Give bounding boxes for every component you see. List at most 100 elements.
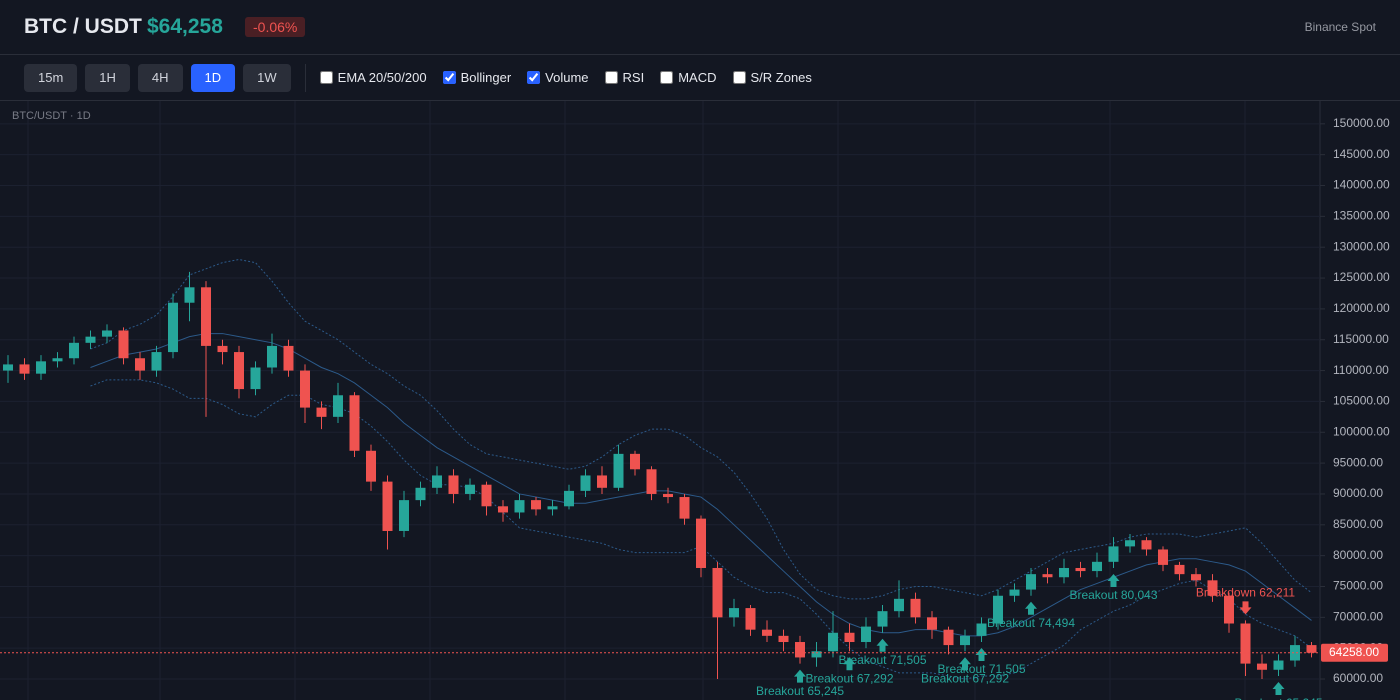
signal-arrow: [975, 648, 988, 662]
y-tick-label: 120000.00: [1333, 301, 1390, 315]
candle-body: [1042, 574, 1053, 578]
candle-body: [1075, 567, 1086, 572]
indicator-toggle[interactable]: MACD: [660, 70, 717, 85]
candle-body: [514, 500, 525, 513]
candle-body: [300, 370, 310, 408]
indicator-label: Volume: [545, 70, 589, 85]
candle-body: [844, 632, 855, 643]
v-grid: [27, 101, 1246, 700]
candle-body: [547, 506, 558, 510]
candle-body: [399, 500, 409, 531]
indicator-label: MACD: [678, 70, 717, 85]
indicator-toggle[interactable]: Volume: [527, 70, 589, 85]
candle-body: [1257, 663, 1267, 670]
candle-body: [1224, 595, 1234, 624]
checkbox[interactable]: [660, 71, 674, 84]
y-tick-label: 95000.00: [1333, 455, 1383, 469]
indicator-toggle[interactable]: Bollinger: [442, 70, 511, 85]
checkbox[interactable]: [442, 71, 456, 84]
candle-body: [1092, 561, 1102, 572]
candle-body: [1059, 567, 1069, 578]
timeframe-button[interactable]: 4H: [137, 63, 183, 92]
candle-body: [184, 287, 195, 303]
timeframe-button[interactable]: 1W: [243, 63, 291, 92]
candle-body: [663, 493, 673, 498]
timeframe-button[interactable]: 1H: [85, 63, 130, 92]
indicator-label: RSI: [622, 70, 645, 85]
candle-body: [69, 342, 79, 359]
indicator-toggle[interactable]: RSI: [604, 70, 645, 85]
checkbox[interactable]: [732, 71, 746, 84]
signal-label: Breakout 71,505: [838, 653, 926, 667]
y-tick-label: 75000.00: [1333, 579, 1383, 593]
candle-body: [993, 595, 1003, 624]
y-tick-label: 85000.00: [1333, 517, 1383, 531]
y-tick-label: 125000.00: [1333, 270, 1390, 284]
candle-body: [52, 358, 63, 362]
candle-body: [531, 500, 541, 510]
signal-label: Breakdown 62,211: [1196, 586, 1296, 600]
candle-body: [481, 484, 492, 507]
indicator-toggle[interactable]: EMA 20/50/200: [319, 70, 427, 85]
candle-body: [415, 487, 426, 501]
signal-arrow: [843, 657, 856, 671]
checkbox[interactable]: [527, 71, 541, 84]
signal-arrow: [1107, 573, 1120, 587]
signal-label: Breakout 71,505: [937, 662, 1025, 676]
candle-body: [1174, 564, 1185, 575]
y-tick-label: 80000.00: [1333, 548, 1383, 562]
signal-arrow: [959, 657, 971, 671]
chart: BTC/USDT · 1D 60000.0065000.0070000.0075…: [0, 101, 1390, 700]
candle-body: [168, 302, 178, 353]
indicator-toggle[interactable]: S/R Zones: [732, 70, 812, 85]
last-price-label: 64258.00: [1329, 645, 1379, 659]
candle-body: [1125, 540, 1135, 547]
y-tick-label: 70000.00: [1333, 610, 1383, 624]
bollinger-middle: [90, 333, 1312, 637]
candle-body: [366, 450, 376, 482]
separator: [304, 63, 306, 92]
candle-body: [597, 475, 607, 488]
candle-body: [712, 567, 723, 618]
candle-body: [36, 361, 46, 374]
y-tick-label: 90000.00: [1333, 486, 1383, 500]
exchange: Binance Spot: [1304, 20, 1376, 34]
candle-body: [630, 453, 640, 470]
candle-body: [894, 598, 904, 612]
candle-body: [498, 506, 508, 513]
candle-body: [679, 497, 690, 519]
change: -0.06%: [245, 17, 306, 37]
candle-body: [267, 345, 277, 368]
candle-body: [1240, 623, 1251, 664]
candle-body: [250, 367, 261, 390]
last-price-box: [1321, 643, 1388, 662]
signal-arrow: [1239, 601, 1252, 615]
toolbar: 15m 1H 4H 1D 1W EMA 20/50/200 Bollinger Volume R…: [0, 55, 1400, 101]
candle-body: [927, 617, 937, 630]
candle-body: [762, 629, 772, 636]
candle-body: [910, 598, 921, 618]
timeframe-button[interactable]: 1D: [190, 63, 236, 92]
candle-body: [613, 453, 624, 488]
candle-body: [828, 632, 838, 652]
checkbox[interactable]: [604, 71, 618, 84]
candle-body: [976, 623, 987, 636]
candle-body: [102, 330, 112, 337]
signal-arrow: [1272, 681, 1285, 695]
checkbox[interactable]: [319, 71, 333, 84]
candle-body: [465, 484, 475, 494]
candle-body: [85, 336, 96, 343]
candle-body: [151, 352, 162, 371]
candle-body: [1207, 580, 1218, 596]
candle-body: [1108, 546, 1119, 562]
bollinger-lower: [90, 379, 1312, 680]
candle-body: [580, 475, 591, 491]
candle-body: [1009, 589, 1020, 596]
candle-body: [349, 395, 360, 451]
candle-body: [745, 608, 756, 630]
candle-body: [382, 481, 393, 531]
timeframe-button[interactable]: 15m: [24, 63, 78, 92]
indicator-label: S/R Zones: [750, 70, 812, 85]
candle-body: [646, 469, 657, 494]
